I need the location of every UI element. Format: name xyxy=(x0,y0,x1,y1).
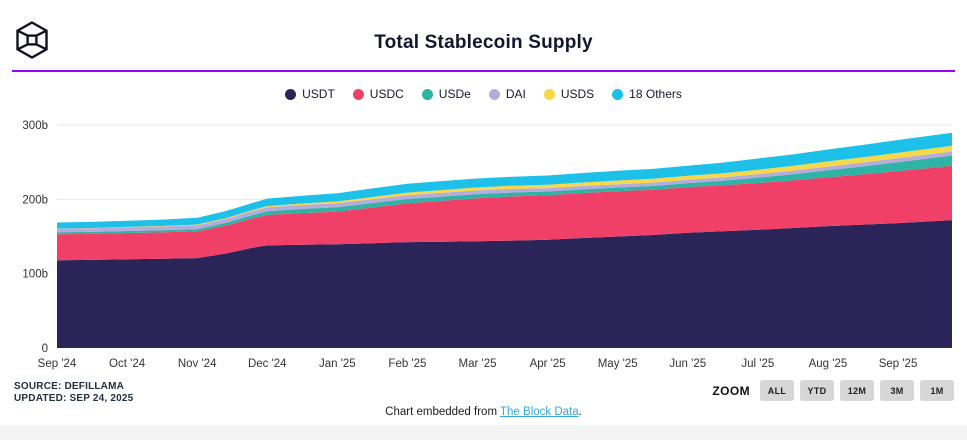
page-title: Total Stablecoin Supply xyxy=(374,32,593,53)
y-axis-label: 200b xyxy=(22,194,48,206)
legend-label: USDe xyxy=(438,87,471,101)
embed-note-suffix: . xyxy=(578,406,582,418)
the-block-logo-icon[interactable] xyxy=(12,20,52,60)
y-axis-label: 0 xyxy=(42,343,48,355)
zoom-button-all[interactable]: ALL xyxy=(760,380,794,401)
bottom-strip xyxy=(0,425,967,440)
legend-item-18-others[interactable]: 18 Others xyxy=(612,87,682,101)
x-axis-label: Sep '25 xyxy=(879,358,918,370)
embed-note: Chart embedded from The Block Data. xyxy=(0,406,967,418)
legend-label: DAI xyxy=(505,87,526,101)
zoom-label: ZOOM xyxy=(712,383,750,398)
legend-swatch-icon xyxy=(543,88,555,100)
legend-swatch-icon xyxy=(421,88,433,100)
area-dai[interactable] xyxy=(57,151,952,233)
legend-label: USDT xyxy=(302,87,335,101)
legend-label: 18 Others xyxy=(629,87,682,101)
legend-item-usde[interactable]: USDe xyxy=(421,87,471,101)
updated-label: UPDATED: SEP 24, 2025 xyxy=(14,393,134,404)
legend-item-usdc[interactable]: USDC xyxy=(352,87,404,101)
area-usde[interactable] xyxy=(57,155,952,235)
x-axis-label: Apr '25 xyxy=(530,358,566,370)
stacked-area-chart[interactable]: 0 100b 200b 300b Sep '24 Oct '24 Nov '24 Dec '2… xyxy=(0,110,967,380)
zoom-button-3m[interactable]: 3M xyxy=(880,380,914,401)
legend-item-dai[interactable]: DAI xyxy=(488,87,526,101)
x-axis-label: Aug '25 xyxy=(809,358,848,370)
zoom-button-12m[interactable]: 12M xyxy=(840,380,874,401)
legend-item-usdt[interactable]: USDT xyxy=(285,87,335,101)
zoom-control: ZOOM ALL YTD 12M 3M 1M xyxy=(712,380,954,401)
embed-note-prefix: Chart embedded from xyxy=(385,406,501,418)
x-axis-label: May '25 xyxy=(598,358,638,370)
legend-label: USDC xyxy=(369,87,404,101)
zoom-button-1m[interactable]: 1M xyxy=(920,380,954,401)
x-axis-label: Jun '25 xyxy=(669,358,706,370)
legend-swatch-icon xyxy=(285,88,297,100)
x-axis-label: Oct '24 xyxy=(109,358,146,370)
source-block: SOURCE: DEFILLAMA UPDATED: SEP 24, 2025 xyxy=(14,381,133,405)
zoom-button-ytd[interactable]: YTD xyxy=(800,380,834,401)
chart-legend: USDT USDC USDe DAI USDS 18 Others xyxy=(0,87,967,101)
legend-swatch-icon xyxy=(488,88,500,100)
legend-swatch-icon xyxy=(612,88,624,100)
x-axis-label: Dec '24 xyxy=(248,358,287,370)
y-axis-label: 300b xyxy=(22,120,48,132)
legend-item-usds[interactable]: USDS xyxy=(543,87,595,101)
the-block-data-link[interactable]: The Block Data xyxy=(500,406,579,418)
area-usdt[interactable] xyxy=(57,220,952,348)
source-label: SOURCE: DEFILLAMA xyxy=(14,381,125,392)
area-usds[interactable] xyxy=(57,145,952,229)
x-axis-label: Sep '24 xyxy=(38,358,77,370)
area-18-others[interactable] xyxy=(57,132,952,229)
area-usdc[interactable] xyxy=(57,165,952,261)
x-axis-label: Jan '25 xyxy=(319,358,356,370)
header-divider xyxy=(12,70,955,72)
x-axis-label: Feb '25 xyxy=(388,358,426,370)
x-axis-label: Nov '24 xyxy=(178,358,217,370)
y-axis-label: 100b xyxy=(22,269,48,281)
x-axis-label: Jul '25 xyxy=(741,358,774,370)
legend-label: USDS xyxy=(560,87,595,101)
legend-swatch-icon xyxy=(352,88,364,100)
x-axis-label: Mar '25 xyxy=(459,358,497,370)
